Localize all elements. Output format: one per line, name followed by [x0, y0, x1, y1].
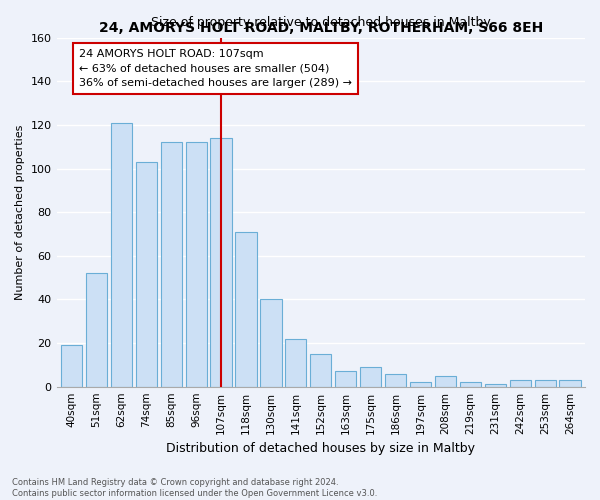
Text: Size of property relative to detached houses in Maltby: Size of property relative to detached ho…	[151, 16, 491, 29]
Bar	[485, 384, 506, 386]
Bar	[360, 367, 381, 386]
Bar	[161, 142, 182, 386]
Bar	[435, 376, 456, 386]
Bar	[285, 338, 307, 386]
Bar	[385, 374, 406, 386]
Text: Contains HM Land Registry data © Crown copyright and database right 2024.
Contai: Contains HM Land Registry data © Crown c…	[12, 478, 377, 498]
Bar	[136, 162, 157, 386]
Bar	[111, 122, 132, 386]
Bar	[86, 273, 107, 386]
X-axis label: Distribution of detached houses by size in Maltby: Distribution of detached houses by size …	[166, 442, 475, 455]
Bar	[410, 382, 431, 386]
Bar	[535, 380, 556, 386]
Bar	[61, 345, 82, 387]
Bar	[260, 300, 281, 386]
Bar	[310, 354, 331, 386]
Bar	[185, 142, 207, 386]
Title: 24, AMORYS HOLT ROAD, MALTBY, ROTHERHAM, S66 8EH: 24, AMORYS HOLT ROAD, MALTBY, ROTHERHAM,…	[98, 21, 543, 35]
Bar	[559, 380, 581, 386]
Bar	[235, 232, 257, 386]
Text: 24 AMORYS HOLT ROAD: 107sqm
← 63% of detached houses are smaller (504)
36% of se: 24 AMORYS HOLT ROAD: 107sqm ← 63% of det…	[79, 48, 352, 88]
Bar	[335, 372, 356, 386]
Bar	[211, 138, 232, 386]
Bar	[460, 382, 481, 386]
Y-axis label: Number of detached properties: Number of detached properties	[15, 124, 25, 300]
Bar	[509, 380, 531, 386]
